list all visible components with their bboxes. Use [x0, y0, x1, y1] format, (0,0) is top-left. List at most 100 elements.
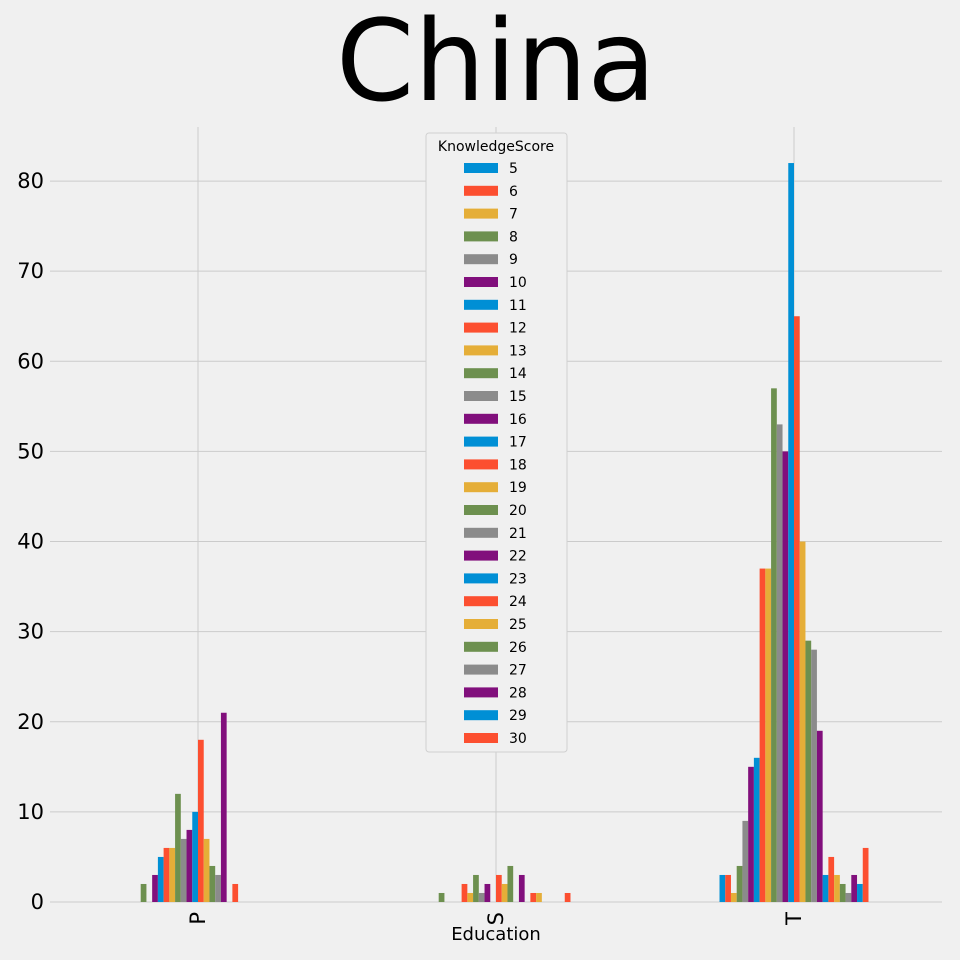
- bar: [794, 316, 800, 903]
- legend-entry: 28: [509, 685, 527, 701]
- legend-entry: 24: [509, 594, 527, 610]
- legend-entry: 21: [509, 526, 527, 542]
- y-tick-label: 0: [31, 890, 44, 914]
- bar: [564, 892, 571, 902]
- bar: [169, 847, 176, 902]
- bar: [203, 838, 210, 902]
- bar: [192, 811, 198, 902]
- legend-swatch: [464, 550, 498, 561]
- y-tick-label: 80: [17, 169, 44, 193]
- legend-entry: 11: [509, 298, 527, 314]
- x-tick-label: T: [782, 912, 806, 926]
- bar: [180, 838, 187, 902]
- bar: [518, 874, 525, 902]
- legend-swatch: [464, 573, 498, 584]
- legend-swatch: [464, 436, 498, 447]
- y-axis: 0 10 20 30 40 50 60 70 80: [17, 169, 44, 914]
- legend-swatch: [464, 322, 498, 333]
- legend-entry: 12: [509, 321, 527, 337]
- bar: [719, 874, 726, 902]
- legend-entry: 30: [509, 731, 527, 747]
- legend-title: KnowledgeScore: [438, 139, 554, 155]
- bar: [140, 883, 147, 902]
- legend-entry: 22: [509, 549, 527, 565]
- legend-swatch: [464, 710, 498, 721]
- bar: [152, 874, 158, 902]
- bar: [530, 892, 537, 902]
- legend-entry: 18: [509, 457, 527, 473]
- legend-swatch: [464, 254, 498, 265]
- legend-swatch: [464, 208, 498, 219]
- legend-swatch: [464, 527, 498, 538]
- bar: [748, 766, 754, 902]
- legend-entry: 26: [509, 640, 527, 656]
- bar: [788, 163, 794, 902]
- legend-entry: 17: [509, 435, 527, 451]
- chart-title: China: [336, 0, 656, 127]
- legend-entry: 8: [509, 229, 518, 245]
- legend-swatch: [464, 277, 498, 287]
- bar: [220, 712, 227, 902]
- y-tick-label: 60: [17, 349, 44, 373]
- legend-entry: 20: [509, 503, 527, 519]
- bar: [828, 856, 835, 902]
- bar: [816, 730, 823, 902]
- bar: [782, 451, 789, 902]
- legend-swatch: [464, 185, 498, 196]
- bar: [805, 640, 812, 902]
- bar: [753, 757, 760, 902]
- legend-entry: 10: [509, 275, 527, 291]
- legend-swatch: [464, 299, 498, 310]
- bar: [765, 568, 772, 902]
- bar: [536, 892, 542, 902]
- legend-entry: 13: [509, 343, 527, 359]
- bar: [209, 865, 216, 902]
- bar: [862, 847, 869, 902]
- bar: [461, 883, 468, 902]
- legend-entry: 5: [509, 161, 518, 177]
- bar: [163, 847, 170, 902]
- bar: [730, 892, 737, 902]
- legend-swatch: [464, 413, 498, 424]
- bar: [822, 874, 829, 902]
- x-tick-label: P: [186, 912, 210, 925]
- legend-swatch: [464, 619, 498, 629]
- legend-swatch: [464, 345, 498, 356]
- bar: [845, 892, 852, 902]
- bar: [799, 541, 806, 902]
- legend-swatch: [464, 687, 498, 698]
- bar: [157, 856, 164, 902]
- legend-swatch: [464, 368, 498, 379]
- legend: KnowledgeScore 5 6 7 8 9 10 11 12 13 14 15 16 17 18 19…: [425, 132, 568, 753]
- legend-swatch: [464, 163, 498, 173]
- legend-entry: 7: [509, 207, 518, 223]
- bar: [473, 874, 479, 902]
- bar: [501, 883, 508, 902]
- bar: [776, 424, 783, 902]
- y-tick-label: 20: [17, 710, 44, 734]
- x-axis-label: Education: [451, 924, 541, 945]
- legend-entry: 9: [509, 252, 518, 268]
- bar: [496, 874, 502, 902]
- bar: [232, 883, 239, 902]
- bar: [736, 865, 743, 902]
- bar: [811, 649, 817, 902]
- bar: [467, 892, 474, 902]
- y-tick-label: 30: [17, 620, 44, 644]
- x-tick-label: S: [484, 912, 508, 925]
- legend-entry: 16: [509, 412, 527, 428]
- legend-entry: 15: [509, 389, 527, 405]
- legend-entry: 25: [509, 617, 527, 633]
- bars: [140, 163, 869, 903]
- legend-swatch: [464, 664, 498, 675]
- bar: [175, 793, 181, 902]
- bar: [507, 865, 514, 902]
- legend-entry: 6: [509, 184, 518, 200]
- bar: [839, 883, 846, 902]
- bar: [478, 892, 485, 902]
- legend-swatch: [464, 641, 498, 652]
- legend-swatch: [464, 733, 498, 743]
- bar: [215, 874, 221, 902]
